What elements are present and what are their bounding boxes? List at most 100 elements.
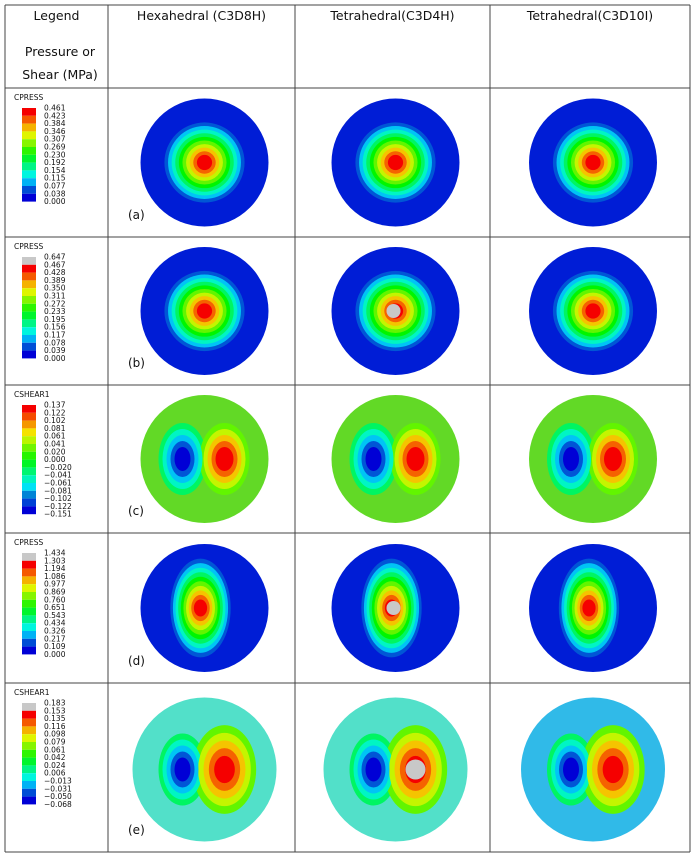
legend-value: 0.869 [44,588,66,597]
legend-swatch [22,483,36,491]
contour-band [196,303,213,319]
legend-swatch [22,576,36,585]
legend-swatch [22,781,36,789]
legend-swatch [22,115,36,124]
legend-swatch [22,459,36,468]
contour-band [365,447,382,471]
legend-value: −0.031 [44,784,72,793]
contour-plot [331,98,460,227]
legend-swatch [22,428,36,437]
legend-value: 0.000 [44,455,66,464]
legend-value: 0.079 [44,738,66,747]
legend-value: 0.230 [44,150,66,159]
contour-plot [140,395,269,523]
legend-swatch [22,154,36,163]
legend-value: −0.061 [44,479,72,488]
legend-value: −0.151 [44,510,72,519]
legend-value: 1.434 [44,549,66,558]
legend-swatch [22,749,36,758]
contour-band [193,599,208,617]
legend-value: 0.109 [44,642,66,651]
legend-swatch [22,405,36,413]
legend-swatch [22,506,36,515]
panel-label: (c) [128,504,144,518]
peak-region [405,759,426,780]
legend-value: 0.115 [44,174,66,183]
legend-swatch [22,734,36,742]
legend-name: CPRESS [14,538,43,547]
legend-swatch [22,170,36,179]
contour-plot [140,247,269,375]
legend-swatch [22,796,36,805]
legend-value: 0.423 [44,111,66,120]
legend-name: CPRESS [14,242,43,251]
contour-band [582,599,596,617]
legend-swatch [22,788,36,797]
panel-label: (e) [128,823,145,837]
peak-region [386,601,401,615]
legend-swatch [22,327,36,335]
legend-swatch [22,584,36,592]
legend-value: 0.326 [44,627,66,636]
legend-swatch [22,615,36,624]
contour-band [174,447,191,471]
legend-swatch [22,139,36,147]
peak-region [386,304,401,318]
legend-swatch [22,311,36,320]
contour-band [563,447,579,471]
legend-value: 0.307 [44,135,66,144]
legend-value: 0.042 [44,753,66,762]
contour-plot [140,98,269,227]
legend-header: Legend [33,8,80,23]
legend-value: 0.039 [44,346,66,355]
legend-swatch [22,193,36,202]
legend-value: 0.977 [44,580,66,589]
legend-value: 0.272 [44,299,66,308]
legend-value: 0.350 [44,284,66,293]
legend-value: 0.078 [44,338,66,347]
legend-swatch [22,178,36,186]
contour-band [602,755,624,784]
legend-value: 0.041 [44,440,66,449]
contour-band [563,757,579,782]
contour-band [174,757,191,782]
legend-value: 0.116 [44,722,66,731]
legend-value: 0.038 [44,189,66,198]
legend-value: 0.269 [44,143,66,152]
legend-swatch [22,475,36,483]
legend-value: 0.135 [44,714,66,723]
legend-swatch [22,342,36,351]
legend-value: 0.346 [44,127,66,136]
legend-swatch [22,742,36,750]
contour-plot [132,697,277,842]
legend-value: 0.233 [44,307,66,316]
legend-swatch [22,710,36,719]
legend-swatch [22,303,36,312]
legend-value: 0.428 [44,268,66,277]
legend-swatch [22,319,36,328]
legend-value: −0.122 [44,502,72,511]
contour-band [585,303,601,319]
panel-label: (a) [128,208,145,222]
legend-swatch [22,592,36,600]
unit-header: Pressure or Shear (MPa) [22,44,98,82]
legend-swatch [22,451,36,460]
legend-value: 0.217 [44,634,66,643]
contour-plot [529,395,657,523]
legend-swatch [22,726,36,735]
legend-value: 0.024 [44,761,66,770]
legend-swatch [22,498,36,507]
legend-swatch [22,467,36,476]
legend-value: −0.081 [44,486,72,495]
legend-value: 0.543 [44,611,66,620]
legend-swatch [22,765,36,774]
legend-value: 0.647 [44,253,66,262]
contour-plot [331,544,460,672]
column-header: Hexahedral (C3D8H) [136,8,267,23]
legend-swatch [22,264,36,273]
legend-value: −0.102 [44,494,72,503]
legend-value: 0.154 [44,166,66,175]
legend-swatch [22,272,36,281]
